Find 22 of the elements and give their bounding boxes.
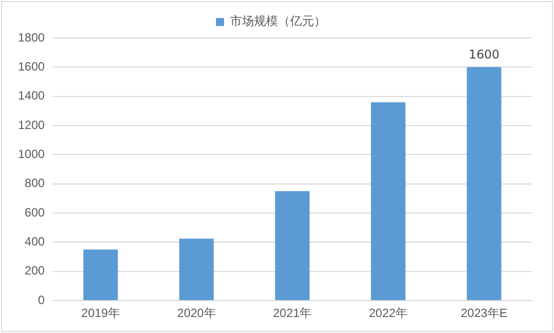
y-tick-label: 600 (24, 205, 46, 220)
bar (370, 102, 406, 300)
bar (466, 67, 502, 300)
legend-label: 市场规模（亿元） (230, 14, 326, 28)
y-tick-label: 800 (24, 176, 46, 190)
x-tick-label: 2020年 (177, 306, 216, 320)
y-tick-label: 400 (24, 234, 46, 249)
x-tick-label: 2022年 (368, 306, 408, 320)
bar (275, 191, 310, 300)
y-tick-label: 1200 (18, 118, 46, 132)
bar (83, 250, 118, 300)
x-tick-label: 2019年 (81, 306, 120, 320)
x-tick-label: 2023年E (460, 306, 508, 320)
y-tick-label: 1000 (18, 147, 46, 162)
data-label: 1600 (468, 47, 500, 62)
x-tick-label: 2021年 (272, 306, 312, 320)
y-tick-label: 1800 (18, 30, 46, 44)
y-tick-label: 1600 (18, 59, 46, 74)
y-tick-label: 0 (38, 292, 46, 307)
y-tick-label: 200 (24, 264, 46, 278)
y-tick-label: 1400 (18, 88, 46, 103)
bar (179, 238, 214, 300)
